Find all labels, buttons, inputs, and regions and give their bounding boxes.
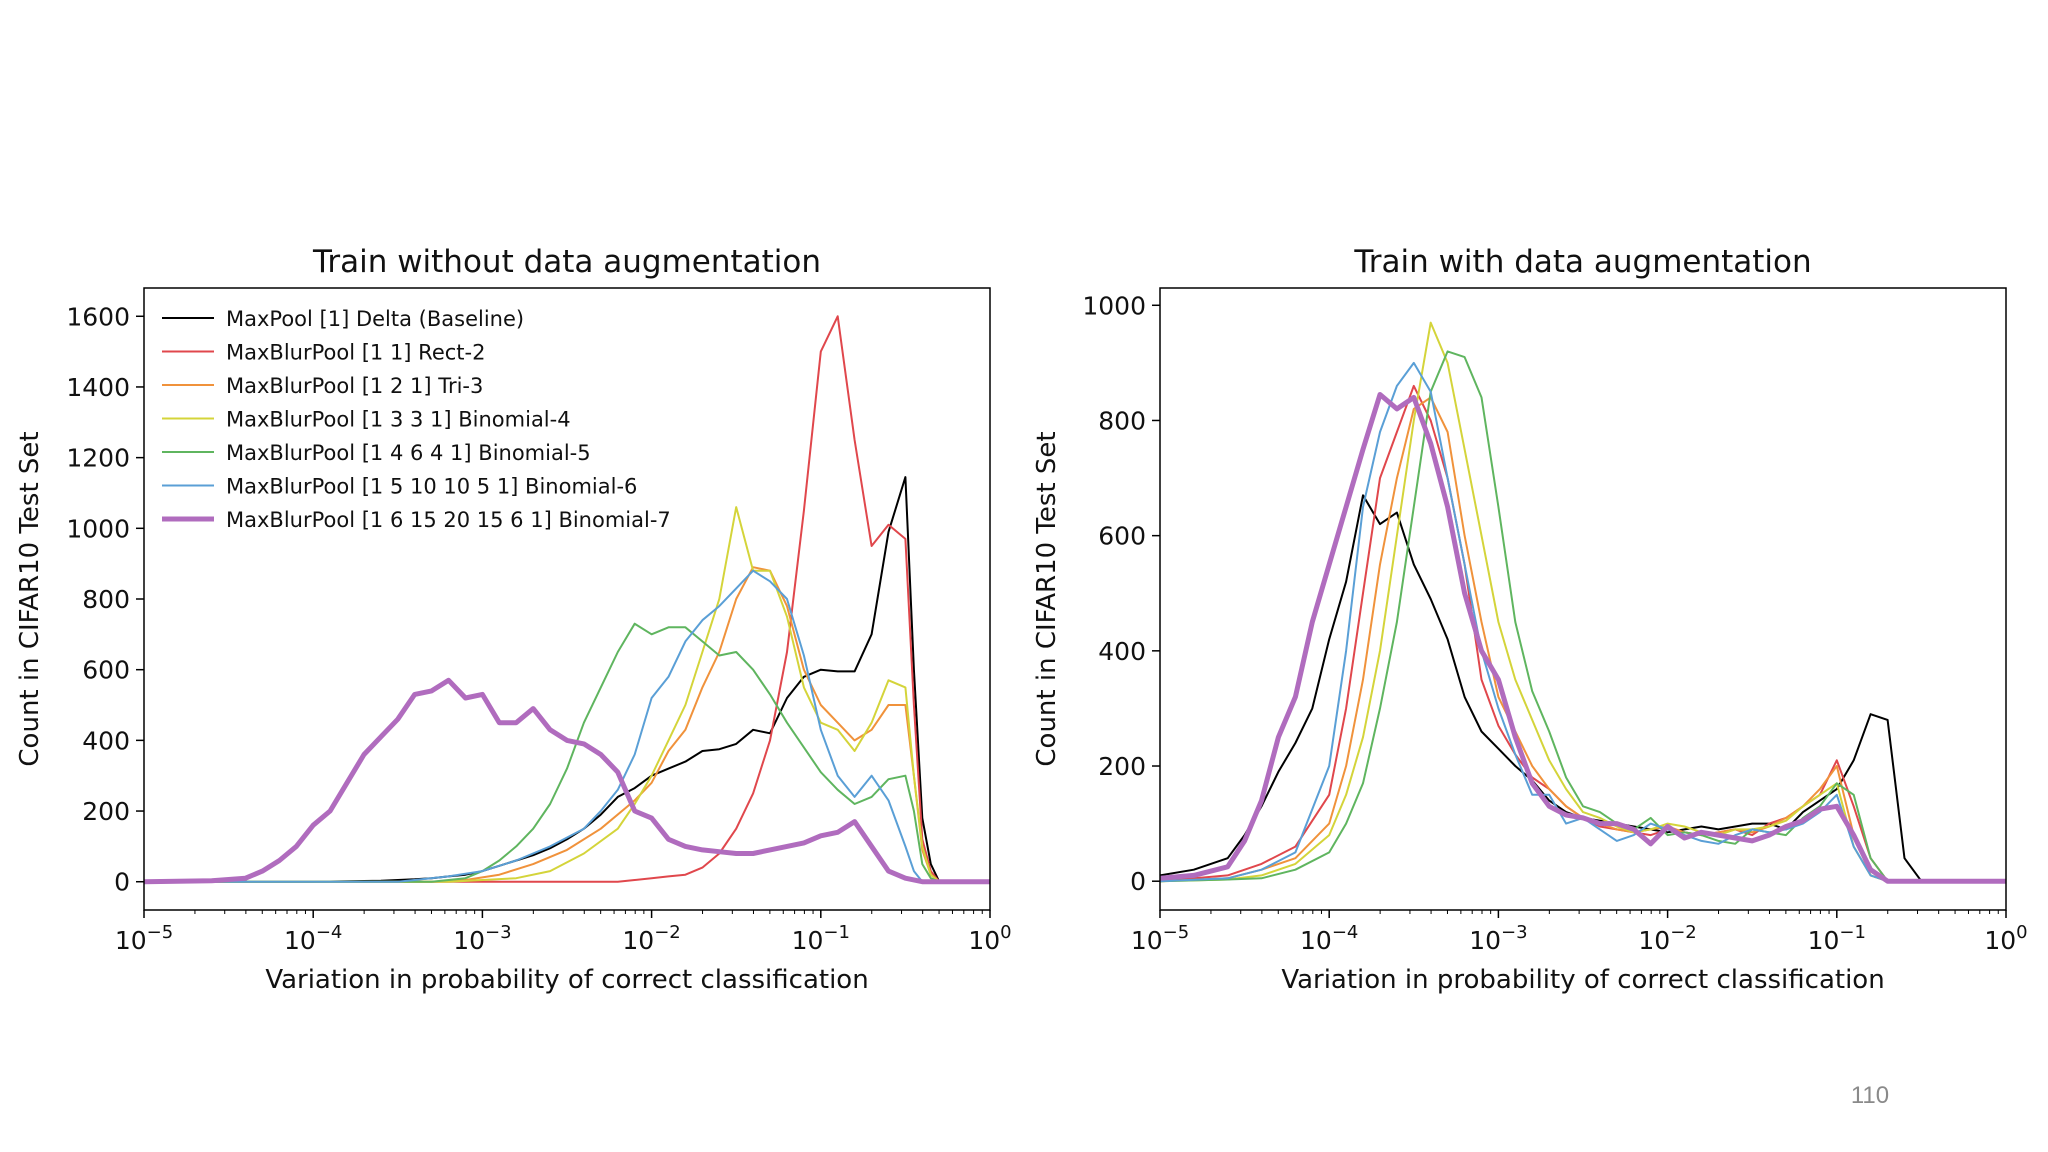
chart-title: Train without data augmentation <box>312 244 821 280</box>
x-tick-label: 100 <box>1984 922 2027 955</box>
series-line-5 <box>144 569 990 883</box>
x-axis-label: Variation in probability of correct clas… <box>1281 965 1884 995</box>
y-tick-label: 0 <box>1130 867 1146 896</box>
y-tick-label: 600 <box>82 656 130 685</box>
x-tick-label: 10−3 <box>1469 922 1527 955</box>
x-tick-label: 10−3 <box>453 922 511 955</box>
y-tick-label: 400 <box>1098 637 1146 666</box>
chart-title: Train with data augmentation <box>1353 244 1811 280</box>
x-tick-label: 10−1 <box>792 922 850 955</box>
series-line-5 <box>1160 361 2006 883</box>
y-tick-label: 1000 <box>1082 291 1146 320</box>
y-tick-label: 400 <box>82 726 130 755</box>
series-line-3 <box>144 506 990 883</box>
y-tick-label: 1600 <box>66 302 130 331</box>
legend-label-1: MaxBlurPool [1 1] Rect-2 <box>226 341 485 365</box>
y-tick-label: 800 <box>1098 406 1146 435</box>
y-tick-label: 200 <box>1098 752 1146 781</box>
legend-label-3: MaxBlurPool [1 3 3 1] Binomial-4 <box>226 408 571 432</box>
x-tick-label: 10−4 <box>1300 922 1358 955</box>
legend-label-6: MaxBlurPool [1 6 15 20 15 6 1] Binomial-… <box>226 508 671 532</box>
chart-with-augmentation: Train with data augmentation 0 200 400 600 80… <box>1032 244 2028 995</box>
x-tick-label: 100 <box>968 922 1011 955</box>
legend-label-4: MaxBlurPool [1 4 6 4 1] Binomial-5 <box>226 441 591 465</box>
legend: MaxPool [1] Delta (Baseline) MaxBlurPool … <box>162 307 671 532</box>
y-tick-label: 800 <box>82 585 130 614</box>
page-number: 110 <box>1850 1082 1890 1109</box>
y-tick-label: 1000 <box>66 514 130 543</box>
series-line-3 <box>1160 321 2006 883</box>
y-axis-label: Count in CIFAR10 Test Set <box>1032 431 1062 766</box>
series-line-0 <box>1160 494 2006 883</box>
series-group <box>144 315 990 885</box>
y-axis-label: Count in CIFAR10 Test Set <box>15 431 45 766</box>
y-tick-label: 0 <box>114 868 130 897</box>
y-tick-label: 1400 <box>66 373 130 402</box>
series-line-4 <box>1160 350 2006 883</box>
series-line-1 <box>144 315 990 883</box>
y-tick-label: 1200 <box>66 444 130 473</box>
plot-frame <box>1159 287 2007 911</box>
series-line-6 <box>1160 392 2006 884</box>
series-group <box>1160 321 2006 884</box>
x-tick-label: 10−4 <box>284 922 342 955</box>
x-tick-label: 10−2 <box>1638 922 1696 955</box>
y-tick-label: 200 <box>82 797 130 826</box>
legend-label-0: MaxPool [1] Delta (Baseline) <box>226 307 524 331</box>
series-line-6 <box>144 677 990 885</box>
chart-without-augmentation: Train without data augmentation 0 200 400 60… <box>15 244 1012 995</box>
series-line-0 <box>144 476 990 883</box>
y-tick-label: 600 <box>1098 522 1146 551</box>
series-line-2 <box>1160 396 2006 883</box>
x-tick-label: 10−5 <box>115 922 173 955</box>
x-tick-label: 10−2 <box>622 922 680 955</box>
x-tick-label: 10−5 <box>1131 922 1189 955</box>
series-line-4 <box>144 622 990 883</box>
legend-label-2: MaxBlurPool [1 2 1] Tri-3 <box>226 374 483 398</box>
x-tick-label: 10−1 <box>1808 922 1866 955</box>
x-axis-label: Variation in probability of correct clas… <box>265 965 868 995</box>
legend-label-5: MaxBlurPool [1 5 10 10 5 1] Binomial-6 <box>226 475 637 499</box>
